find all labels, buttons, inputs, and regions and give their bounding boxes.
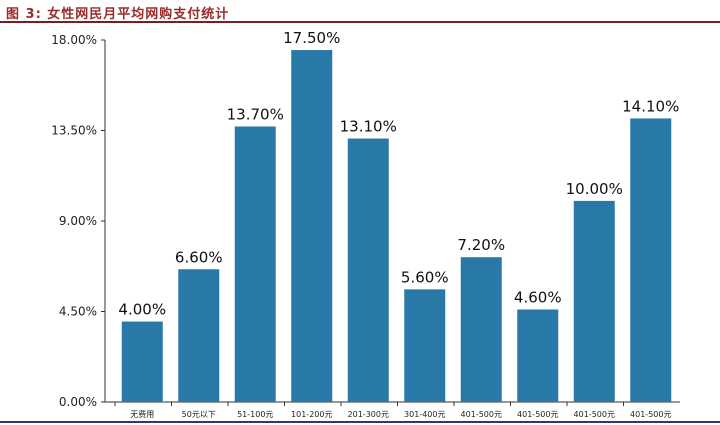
- x-tick-label: 50元以下: [182, 410, 216, 419]
- bar: [291, 50, 333, 403]
- bar: [178, 269, 220, 402]
- title-divider: [0, 21, 720, 23]
- bar: [121, 321, 163, 402]
- x-tick-label: 51-100元: [237, 410, 273, 419]
- x-tick-label: 401-500元: [461, 410, 502, 419]
- chart-labels: 0.00% 4.50% 9.00% 13.50% 18.00% 4.00% 无费用 6.60%…: [51, 29, 679, 419]
- bar-value-label: 5.60%: [401, 268, 449, 286]
- figure-title: 图 3: 女性网民月平均网购支付统计: [6, 7, 230, 22]
- chart-bars: [121, 50, 672, 403]
- bar: [404, 289, 446, 402]
- bar-value-label: 13.10%: [340, 118, 397, 136]
- bar-value-label: 17.50%: [283, 29, 340, 47]
- y-tick-label: 4.50%: [59, 305, 97, 319]
- x-tick-label: 101-200元: [291, 410, 332, 419]
- bar: [517, 309, 559, 402]
- bar-value-label: 14.10%: [622, 97, 679, 115]
- x-tick-label: 401-500元: [630, 410, 671, 419]
- bar: [347, 138, 389, 403]
- y-tick-label: 18.00%: [51, 33, 97, 47]
- bottom-divider: [0, 421, 720, 423]
- x-tick-label: 401-500元: [574, 410, 615, 419]
- bar: [234, 126, 276, 402]
- bar-value-label: 4.00%: [118, 301, 166, 319]
- bar-value-label: 6.60%: [175, 248, 223, 266]
- bar: [630, 118, 672, 402]
- bar-value-label: 7.20%: [457, 236, 505, 254]
- bar-value-label: 4.60%: [514, 288, 562, 306]
- y-tick-label: 0.00%: [59, 395, 97, 409]
- x-tick-label: 201-300元: [348, 410, 389, 419]
- x-tick-label: 无费用: [130, 409, 154, 419]
- bar-value-label: 10.00%: [566, 180, 623, 198]
- x-tick-label: 301-400元: [404, 410, 445, 419]
- bar: [573, 200, 615, 402]
- y-tick-label: 9.00%: [59, 214, 97, 228]
- bar: [460, 257, 502, 402]
- y-tick-label: 13.50%: [51, 124, 97, 138]
- bar-value-label: 13.70%: [227, 105, 284, 123]
- x-tick-label: 401-500元: [517, 410, 558, 419]
